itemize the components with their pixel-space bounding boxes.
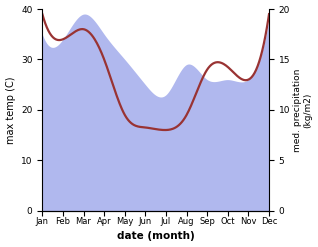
X-axis label: date (month): date (month) [117, 231, 195, 242]
Y-axis label: max temp (C): max temp (C) [5, 76, 16, 144]
Y-axis label: med. precipitation
(kg/m2): med. precipitation (kg/m2) [293, 68, 313, 152]
